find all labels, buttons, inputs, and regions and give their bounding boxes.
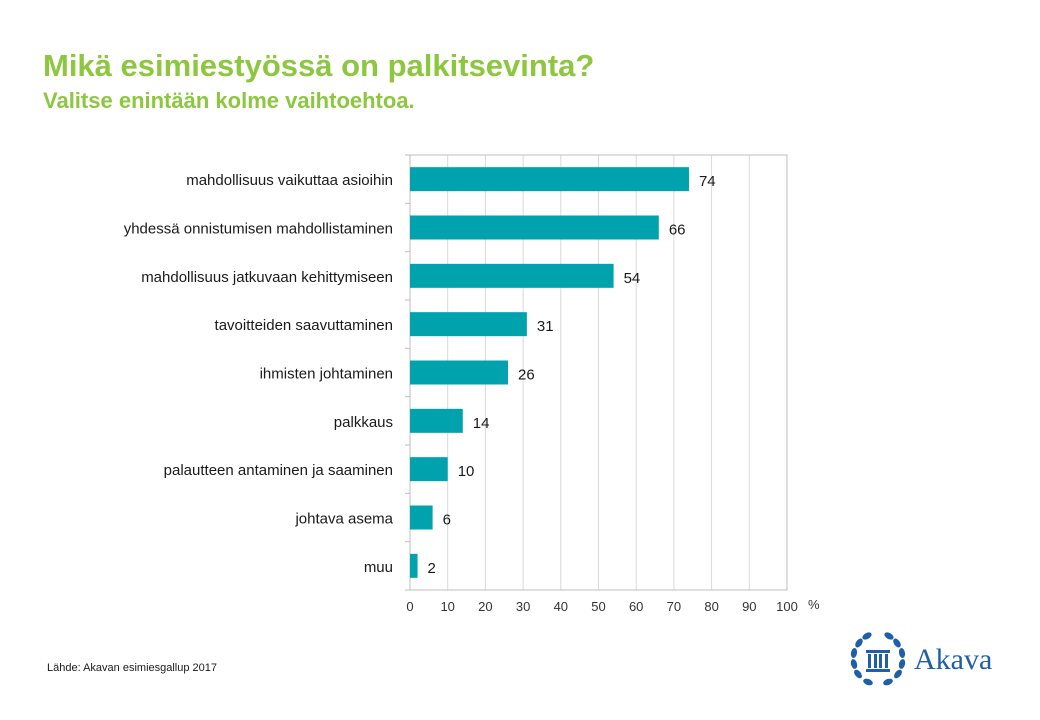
- bar: [410, 505, 433, 530]
- x-tick-label: 90: [742, 599, 756, 614]
- bar: [410, 312, 527, 337]
- category-label: mahdollisuus vaikuttaa asioihin: [186, 172, 393, 189]
- category-label: yhdessä onnistumisen mahdollistaminen: [124, 221, 393, 238]
- category-label: johtava asema: [294, 511, 393, 528]
- bar: [410, 360, 509, 385]
- data-label: 26: [518, 367, 535, 384]
- bar: [410, 263, 614, 288]
- source-note: Lähde: Akavan esimiesgallup 2017: [47, 662, 218, 674]
- x-tick-label: 50: [591, 599, 605, 614]
- category-label: mahdollisuus jatkuvaan kehittymiseen: [141, 269, 393, 286]
- chart-subtitle: Valitse enintään kolme vaihtoehtoa.: [43, 88, 415, 113]
- akava-laurel-column-icon: [850, 632, 906, 686]
- x-tick-label: 60: [629, 599, 643, 614]
- x-axis-unit: %: [808, 597, 820, 612]
- data-label: 31: [537, 318, 554, 335]
- data-label: 10: [458, 463, 475, 480]
- data-label: 74: [699, 173, 716, 190]
- bar: [410, 457, 448, 482]
- x-tick-label: 40: [554, 599, 568, 614]
- x-tick-label: 70: [667, 599, 681, 614]
- data-label: 6: [443, 512, 451, 529]
- data-label: 66: [669, 222, 686, 239]
- data-label: 2: [428, 560, 436, 577]
- category-label: palkkaus: [334, 414, 393, 431]
- logo-text: Akava: [914, 643, 993, 676]
- bar: [410, 167, 689, 192]
- bar: [410, 215, 659, 240]
- bar: [410, 408, 463, 433]
- data-label: 14: [473, 415, 490, 432]
- data-label: 54: [624, 270, 641, 287]
- x-tick-label: 80: [704, 599, 718, 614]
- bar: [410, 553, 418, 578]
- x-tick-label: 0: [406, 599, 413, 614]
- category-label: ihmisten johtaminen: [260, 366, 393, 383]
- category-label: tavoitteiden saavuttaminen: [215, 317, 393, 334]
- x-tick-label: 20: [478, 599, 492, 614]
- x-tick-label: 100: [776, 599, 798, 614]
- akava-logo: Akava: [846, 628, 1016, 692]
- x-tick-label: 30: [516, 599, 530, 614]
- x-tick-label: 10: [440, 599, 454, 614]
- chart-title: Mikä esimiestyössä on palkitsevinta?: [43, 48, 595, 83]
- category-label: palautteen antaminen ja saaminen: [164, 462, 393, 479]
- category-label: muu: [364, 559, 393, 576]
